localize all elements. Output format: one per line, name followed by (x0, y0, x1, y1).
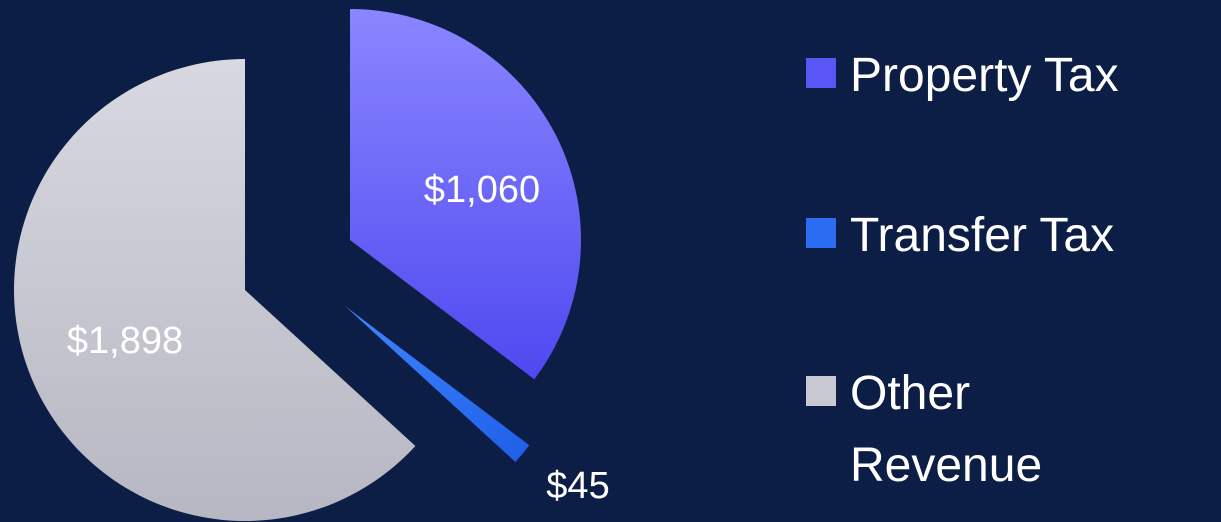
legend-swatch (806, 58, 836, 88)
data-label: $1,898 (67, 320, 183, 362)
pie-slice (350, 9, 581, 380)
legend-item: Other Revenue (806, 358, 1150, 502)
data-label: $45 (546, 465, 609, 507)
pie-slice (345, 306, 530, 462)
data-label: $1,060 (424, 169, 540, 211)
legend-label: Transfer Tax (850, 209, 1115, 262)
legend-label: Property Tax (850, 49, 1119, 102)
legend-label: Other Revenue (850, 367, 1043, 492)
pie-slice (14, 59, 416, 521)
legend-swatch (806, 376, 836, 406)
legend-swatch (806, 218, 836, 248)
legend-item: Transfer Tax (806, 200, 1150, 272)
legend-item: Property Tax (806, 40, 1150, 112)
